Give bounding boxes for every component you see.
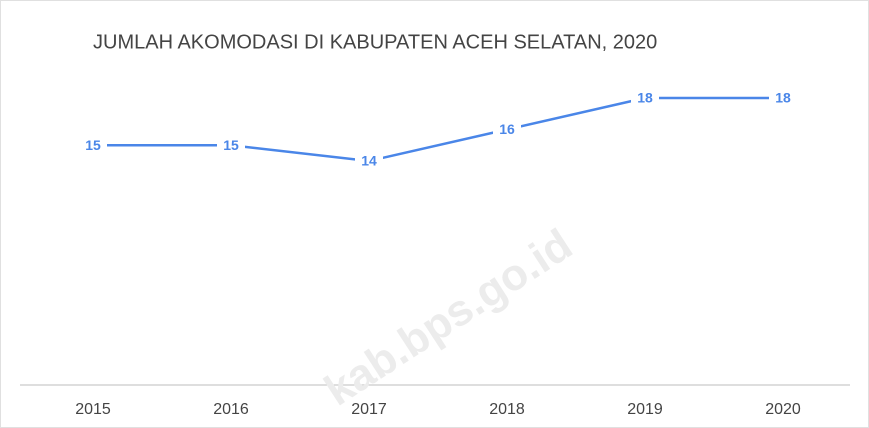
label-bg (769, 88, 797, 108)
x-tick-label: 2015 (75, 401, 111, 418)
label-bg (79, 135, 107, 156)
label-bg (217, 135, 245, 156)
label-bg (493, 119, 521, 140)
label-bg (355, 151, 383, 171)
data-label: 18 (775, 90, 791, 106)
x-tick-label: 2018 (489, 401, 525, 418)
data-label: 15 (85, 137, 101, 153)
data-label: 18 (637, 90, 653, 106)
x-tick-label: 2020 (765, 401, 801, 418)
x-tick-label: 2017 (351, 401, 387, 418)
data-label: 14 (361, 153, 377, 169)
x-tick-label: 2019 (627, 401, 663, 418)
chart-title: JUMLAH AKOMODASI DI KABUPATEN ACEH SELAT… (93, 31, 657, 53)
data-line (93, 96, 783, 163)
data-label: 16 (499, 121, 515, 137)
label-bg (631, 88, 659, 108)
x-tick-label: 2016 (213, 401, 249, 418)
data-label: 15 (223, 137, 239, 153)
